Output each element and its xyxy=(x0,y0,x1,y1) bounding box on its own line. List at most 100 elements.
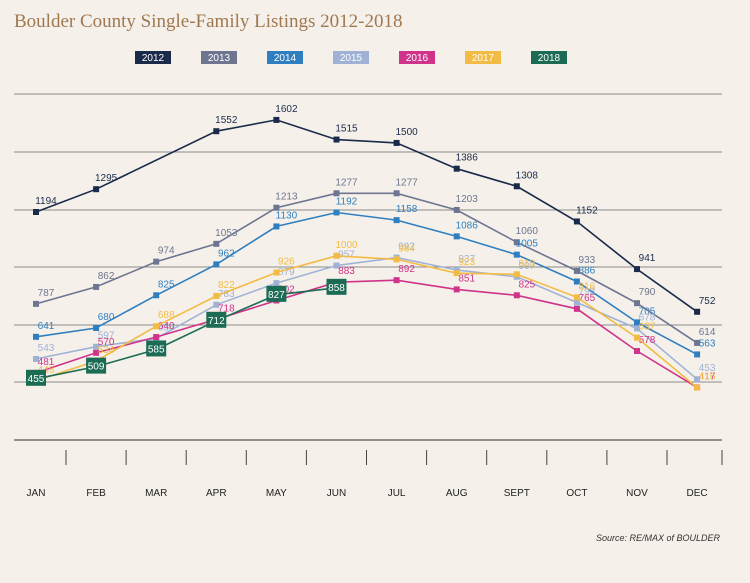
data-label: 1005 xyxy=(516,239,539,250)
x-tick-label: JUN xyxy=(327,488,346,499)
data-label: 1277 xyxy=(335,177,358,188)
series-line xyxy=(35,211,698,356)
x-tick-label: JAN xyxy=(27,488,46,499)
x-tick-label: MAR xyxy=(145,488,167,499)
legend-swatch xyxy=(135,51,171,64)
data-label: 957 xyxy=(338,249,355,260)
series-2012: 1194 1295 1552 1602 1515 1500 1386 1308 1152 941 7… xyxy=(33,104,716,315)
legend-item: 2012 xyxy=(135,51,171,64)
x-tick-label: JUL xyxy=(388,488,406,499)
series-2018: 455 509 585 712 827 858 xyxy=(26,278,347,386)
data-label: 416 xyxy=(699,372,716,383)
data-point xyxy=(33,333,39,340)
data-point xyxy=(93,283,100,290)
data-point xyxy=(453,233,460,240)
data-label-box xyxy=(146,340,167,357)
data-point xyxy=(694,308,701,315)
series-line xyxy=(35,254,698,389)
data-label: 1000 xyxy=(335,240,358,251)
data-label: 1194 xyxy=(35,196,57,207)
data-point xyxy=(213,240,220,247)
data-label: 712 xyxy=(208,316,225,327)
data-label: 883 xyxy=(338,266,355,277)
data-point xyxy=(33,300,39,307)
legend-label: 2017 xyxy=(472,53,495,64)
data-label: 1277 xyxy=(395,177,418,188)
x-axis: JAN FEB MAR APR MAY JUN JUL AUG SEPT OCT NOV DEC xyxy=(27,450,723,499)
data-label: 941 xyxy=(639,253,656,264)
data-label-box xyxy=(86,357,107,374)
data-label: 937 xyxy=(458,254,475,265)
legend-item: 2015 xyxy=(333,51,369,64)
data-label: 984 xyxy=(398,243,415,254)
data-point xyxy=(93,349,100,356)
data-point xyxy=(453,206,460,213)
data-point xyxy=(273,204,280,211)
x-tick-label: SEPT xyxy=(504,488,530,499)
data-point xyxy=(453,270,460,277)
series-line xyxy=(35,279,698,389)
data-point xyxy=(573,267,580,274)
data-label-box xyxy=(26,369,46,386)
data-point xyxy=(634,319,640,326)
data-point xyxy=(694,351,701,358)
series-line xyxy=(35,192,698,344)
legend-item: 2014 xyxy=(267,51,303,64)
data-label: 790 xyxy=(639,287,656,298)
data-label: 614 xyxy=(699,327,716,338)
data-point xyxy=(33,209,39,215)
legend-label: 2016 xyxy=(406,53,429,64)
data-point xyxy=(273,269,280,276)
series-2015: 543 597 634 783 879 957 992 937 907 793 678 453 xyxy=(33,242,716,383)
data-point xyxy=(573,294,580,301)
data-label: 886 xyxy=(579,266,596,277)
legend-swatch xyxy=(267,51,303,64)
legend-swatch xyxy=(399,51,435,64)
data-label: 1192 xyxy=(336,196,358,207)
data-point xyxy=(333,262,340,269)
series-2016: 481 570 640 718 802 883 892 851 825 765 578 417 xyxy=(33,264,716,391)
legend-swatch xyxy=(333,51,369,64)
data-label: 563 xyxy=(699,338,716,349)
x-tick-label: MAY xyxy=(266,488,287,499)
data-point xyxy=(393,190,400,197)
data-label: 1213 xyxy=(275,192,298,203)
data-label: 688 xyxy=(158,310,175,321)
data-label: 1152 xyxy=(576,205,598,216)
data-point xyxy=(634,348,640,355)
data-point xyxy=(393,277,400,284)
data-point xyxy=(513,271,520,278)
legend-swatch xyxy=(531,51,567,64)
x-tick-label: APR xyxy=(206,488,227,499)
data-label: 509 xyxy=(88,362,105,373)
data-label: 1203 xyxy=(456,194,479,205)
data-label: 765 xyxy=(579,293,596,304)
data-label: 802 xyxy=(278,284,295,295)
data-label: 705 xyxy=(639,306,656,317)
data-point xyxy=(213,128,220,135)
data-point xyxy=(694,384,701,391)
data-point xyxy=(393,256,400,263)
data-point xyxy=(333,136,340,143)
data-point xyxy=(273,116,280,123)
data-label: 962 xyxy=(218,248,235,259)
data-label: 1602 xyxy=(275,104,298,115)
data-label: 570 xyxy=(98,337,115,348)
legend-label: 2015 xyxy=(340,53,363,64)
data-label: 862 xyxy=(98,271,115,282)
legend-label: 2018 xyxy=(538,53,561,64)
legend-swatch xyxy=(465,51,501,64)
data-label: 783 xyxy=(218,289,235,300)
data-label-box xyxy=(326,278,347,295)
data-label: 1308 xyxy=(516,170,539,181)
data-point xyxy=(273,280,280,287)
x-tick-label: OCT xyxy=(566,488,587,499)
data-label: 974 xyxy=(158,246,175,257)
data-label: 825 xyxy=(158,279,175,290)
data-label: 822 xyxy=(218,280,235,291)
data-point xyxy=(153,292,160,299)
data-label: 481 xyxy=(38,357,55,368)
